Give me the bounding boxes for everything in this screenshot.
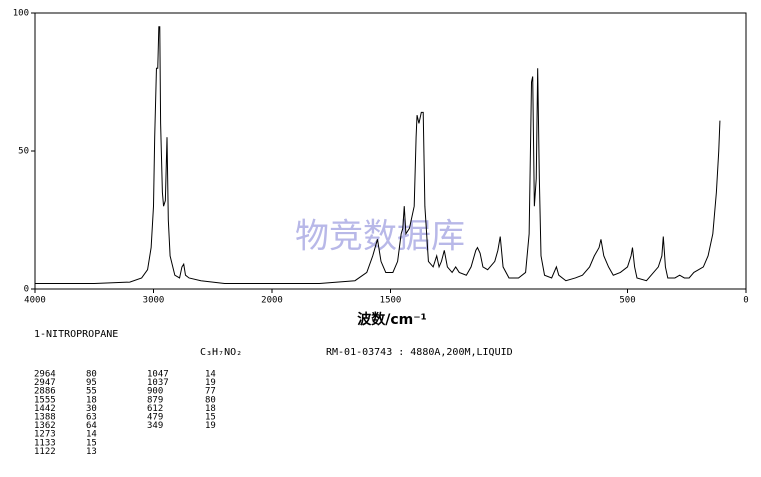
sample-info: RM-01-03743 : 4880A,200M,LIQUID xyxy=(326,347,513,358)
x-tick-label: 500 xyxy=(619,296,635,306)
peak-table-cell: 1273 xyxy=(34,430,56,440)
peak-table-cell: 612 xyxy=(147,404,163,414)
x-tick-label: 0 xyxy=(743,296,748,306)
peak-table-cell: 2886 xyxy=(34,387,56,397)
peak-table-cell: 1122 xyxy=(34,447,56,457)
peak-table-cell: 14 xyxy=(86,430,97,440)
peak-table-cell: 13 xyxy=(86,447,97,457)
peak-table-cell: 63 xyxy=(86,413,97,423)
y-tick-label: 50 xyxy=(18,147,29,157)
peak-table-cell: 2947 xyxy=(34,378,56,388)
x-tick-label: 1500 xyxy=(380,296,402,306)
compound-name: 1-NITROPROPANE xyxy=(34,329,118,340)
peak-table-cell: 15 xyxy=(86,438,97,448)
y-tick-label: 0 xyxy=(24,285,29,295)
x-tick-label: 4000 xyxy=(24,296,46,306)
watermark: 物竞数据库 xyxy=(295,217,465,257)
spectrum-line xyxy=(35,26,721,284)
peak-table-cell: 80 xyxy=(205,395,216,405)
peak-table-cell: 80 xyxy=(86,370,97,380)
peak-table-cell: 2964 xyxy=(34,370,56,380)
y-tick-label: 100 xyxy=(13,9,29,19)
peak-table-cell: 1133 xyxy=(34,438,56,448)
peak-table-cell: 1555 xyxy=(34,395,56,405)
peak-table-cell: 18 xyxy=(86,395,97,405)
peak-table-cell: 18 xyxy=(205,404,216,414)
peak-table-cell: 479 xyxy=(147,413,163,423)
peak-table-cell: 95 xyxy=(86,378,97,388)
peak-table-cell: 64 xyxy=(86,421,97,431)
peak-table-cell: 14 xyxy=(205,370,216,380)
peak-table-cell: 1362 xyxy=(34,421,56,431)
x-tick-label: 3000 xyxy=(143,296,165,306)
peak-table-cell: 1388 xyxy=(34,413,56,423)
peak-table-cell: 349 xyxy=(147,421,163,431)
x-axis-label: 波数/cm⁻¹ xyxy=(357,311,427,328)
peak-table-cell: 30 xyxy=(86,404,97,414)
peak-table-cell: 77 xyxy=(205,387,216,397)
peak-table-cell: 879 xyxy=(147,395,163,405)
peak-table-cell: 1442 xyxy=(34,404,56,414)
peak-table-cell: 55 xyxy=(86,387,97,397)
peak-table-cell: 15 xyxy=(205,413,216,423)
peak-table-cell: 1037 xyxy=(147,378,169,388)
peak-table-cell: 19 xyxy=(205,421,216,431)
peak-table-cell: 900 xyxy=(147,387,163,397)
formula: C₃H₇NO₂ xyxy=(200,347,242,358)
peak-table-cell: 1047 xyxy=(147,370,169,380)
x-tick-label: 2000 xyxy=(261,296,283,306)
peak-table-cell: 19 xyxy=(205,378,216,388)
